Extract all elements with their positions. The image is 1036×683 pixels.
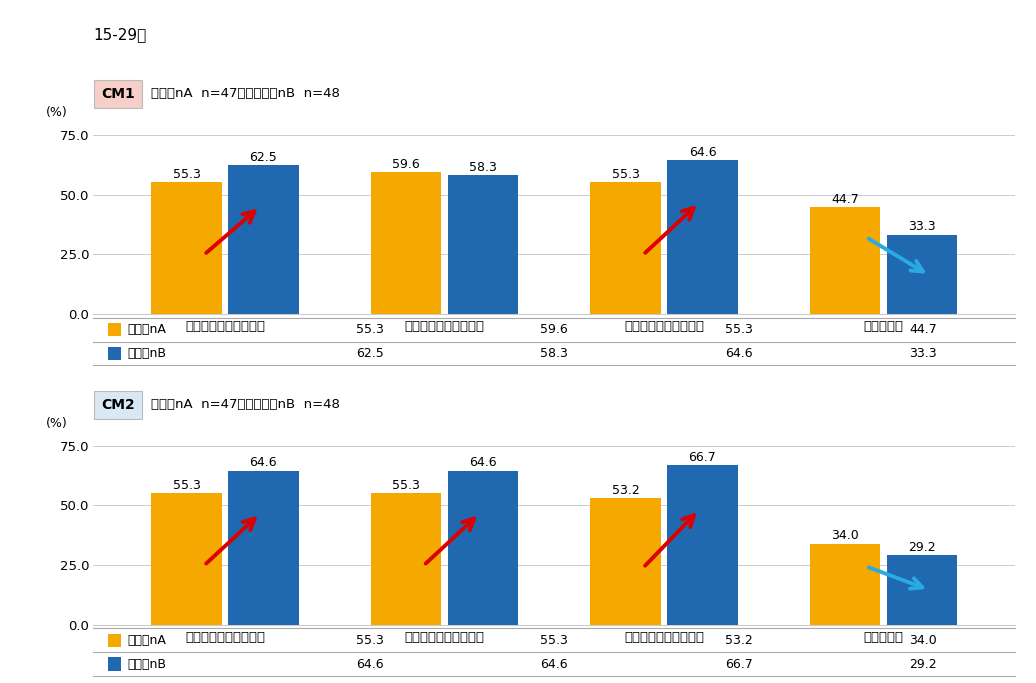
Text: 58.3: 58.3 — [541, 347, 568, 360]
Text: 34.0: 34.0 — [831, 529, 859, 542]
Text: パターnA: パターnA — [127, 634, 167, 647]
Text: 62.5: 62.5 — [250, 150, 278, 164]
Text: パターnA  n=47　　パターnB  n=48: パターnA n=47 パターnB n=48 — [151, 87, 340, 100]
Text: 53.2: 53.2 — [611, 484, 639, 497]
Bar — [667, 466, 738, 625]
FancyBboxPatch shape — [94, 391, 142, 419]
Bar — [228, 165, 298, 314]
Text: 55.3: 55.3 — [393, 479, 420, 492]
Text: 64.6: 64.6 — [250, 456, 278, 469]
Text: 33.3: 33.3 — [910, 347, 937, 360]
Bar — [448, 471, 518, 625]
Bar — [448, 175, 518, 314]
Text: 64.6: 64.6 — [689, 145, 716, 158]
Text: 64.6: 64.6 — [356, 658, 383, 671]
Text: 55.3: 55.3 — [173, 479, 201, 492]
Text: 66.7: 66.7 — [725, 658, 752, 671]
Text: 55.3: 55.3 — [356, 634, 383, 647]
Text: パターnA: パターnA — [127, 323, 167, 336]
Text: パターnA  n=47　　パターnB  n=48: パターnA n=47 パターnB n=48 — [151, 398, 340, 411]
Text: 62.5: 62.5 — [356, 347, 383, 360]
Bar — [887, 555, 957, 625]
Text: 58.3: 58.3 — [469, 161, 497, 173]
Text: 59.6: 59.6 — [393, 158, 420, 171]
Text: 59.6: 59.6 — [541, 323, 568, 336]
Bar — [151, 182, 222, 314]
Text: 29.2: 29.2 — [910, 658, 937, 671]
Text: 53.2: 53.2 — [725, 634, 752, 647]
FancyBboxPatch shape — [94, 80, 142, 108]
Bar — [887, 234, 957, 314]
Bar — [810, 544, 881, 625]
Y-axis label: (%): (%) — [46, 417, 67, 430]
Bar — [371, 492, 441, 625]
Text: 15-29歳: 15-29歳 — [93, 27, 146, 42]
Bar — [371, 171, 441, 314]
Text: 55.3: 55.3 — [356, 323, 383, 336]
Bar — [667, 160, 738, 314]
Text: 64.6: 64.6 — [725, 347, 752, 360]
Text: 44.7: 44.7 — [831, 193, 859, 206]
Bar — [810, 208, 881, 314]
Text: 64.6: 64.6 — [541, 658, 568, 671]
Text: 33.3: 33.3 — [909, 221, 936, 234]
Text: パターnB: パターnB — [127, 347, 167, 360]
Y-axis label: (%): (%) — [46, 106, 67, 119]
Text: 55.3: 55.3 — [611, 168, 639, 181]
Text: CM1: CM1 — [102, 87, 135, 101]
Bar — [151, 492, 222, 625]
Text: 34.0: 34.0 — [910, 634, 937, 647]
Text: 55.3: 55.3 — [541, 634, 568, 647]
Bar — [591, 498, 661, 625]
Text: 55.3: 55.3 — [173, 168, 201, 181]
Bar — [228, 471, 298, 625]
Text: パターnB: パターnB — [127, 658, 167, 671]
Text: 44.7: 44.7 — [910, 323, 937, 336]
Text: 29.2: 29.2 — [909, 541, 936, 554]
Text: 66.7: 66.7 — [689, 451, 716, 464]
Text: 55.3: 55.3 — [725, 323, 752, 336]
Bar — [591, 182, 661, 314]
Text: CM2: CM2 — [102, 398, 135, 412]
Text: 64.6: 64.6 — [469, 456, 496, 469]
